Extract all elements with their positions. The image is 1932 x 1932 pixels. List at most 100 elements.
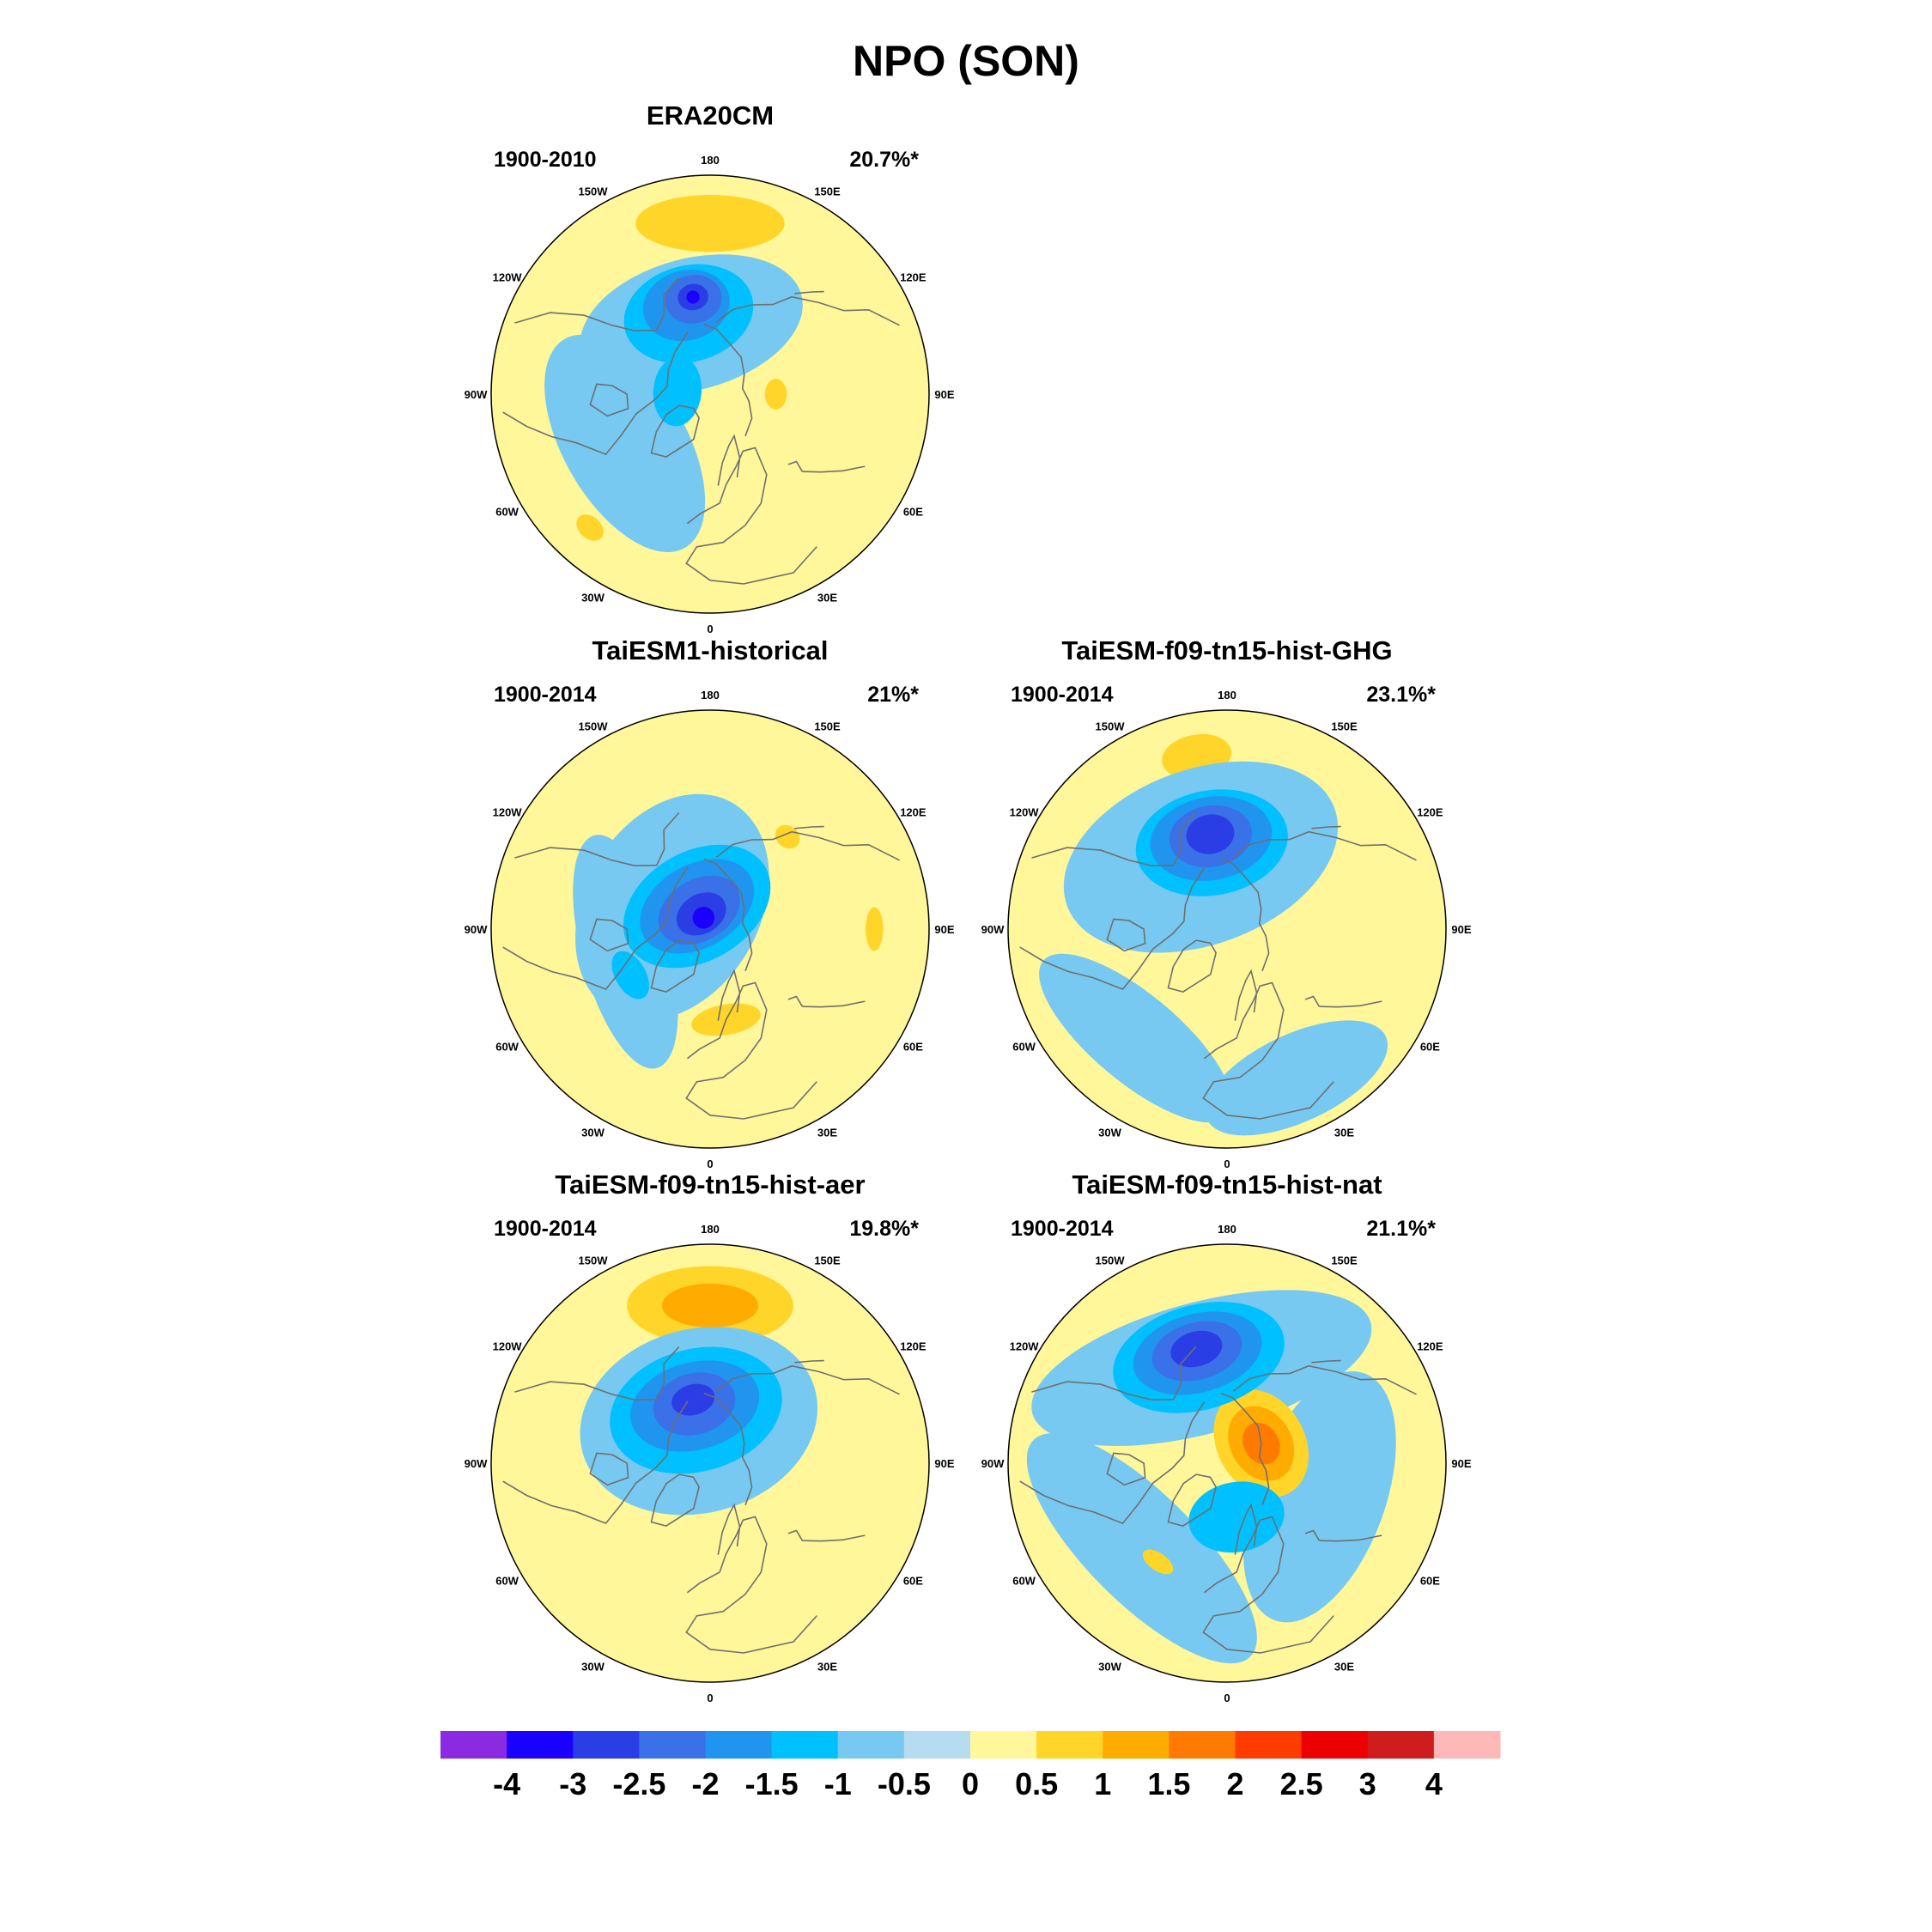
panel-period: 1900-2010: [494, 148, 597, 172]
coastline: [1202, 981, 1334, 1120]
map-border: [1007, 709, 1447, 1149]
colorbar-swatch: [1036, 1731, 1103, 1759]
longitude-label: 60W: [495, 506, 519, 519]
longitude-label: 90E: [934, 1457, 954, 1470]
coastline: [1106, 918, 1146, 952]
coastline: [1167, 1473, 1217, 1527]
longitude-label: 120E: [900, 271, 927, 284]
coastline: [717, 969, 741, 1021]
coastline: [703, 1392, 753, 1506]
longitude-label: 90W: [465, 923, 488, 936]
map-panel-1: ERA20CM 1900-2010 20.7%* 180 150W 150E 120W 120…: [465, 100, 955, 635]
coastline: [1232, 1364, 1417, 1395]
longitude-label: 60W: [495, 1575, 519, 1588]
coastline: [715, 295, 900, 326]
longitude-label: 90W: [981, 1457, 1005, 1470]
panel-period: 1900-2014: [1011, 683, 1114, 707]
longitude-label: 30W: [1098, 1660, 1121, 1673]
coastline: [787, 460, 804, 472]
longitude-label: 90W: [981, 923, 1005, 936]
longitude-label: 120W: [493, 806, 523, 819]
longitude-label: 150E: [814, 720, 841, 733]
coastline: [650, 1473, 700, 1527]
colorbar-label: 1.5: [1147, 1766, 1190, 1801]
coastline: [1319, 1000, 1382, 1008]
figure-title: NPO (SON): [853, 37, 1079, 85]
contour-region: [866, 907, 884, 951]
panel-title: TaiESM1-historical: [592, 635, 828, 665]
coastline: [1202, 1516, 1334, 1654]
longitude-label: 180: [701, 154, 720, 167]
contour-fields: [1026, 1290, 1396, 1664]
contour-region: [1170, 1330, 1223, 1368]
colorbar-swatch: [507, 1731, 574, 1759]
coastline: [650, 404, 700, 458]
contour-region: [692, 906, 715, 929]
contour-region: [1142, 1549, 1174, 1575]
longitude-label: 0: [707, 1692, 713, 1704]
coastline: [1220, 858, 1270, 972]
coastline: [1234, 1503, 1258, 1555]
colorbar-label: 4: [1425, 1766, 1443, 1801]
longitude-label: 60E: [1420, 1575, 1440, 1588]
contour-region: [1039, 953, 1232, 1123]
colorbar-label: 2: [1226, 1766, 1243, 1801]
longitude-label: 60W: [1012, 1041, 1036, 1054]
contour-region: [576, 514, 604, 541]
panel-title: TaiESM-f09-tn15-hist-GHG: [1061, 635, 1392, 665]
coastline: [715, 1364, 900, 1395]
panel-variance: 19.8%*: [849, 1217, 919, 1241]
coastline: [1031, 1346, 1197, 1401]
map-border: [490, 709, 930, 1149]
longitude-label: 180: [1218, 689, 1236, 702]
panel-variance: 20.7%*: [849, 148, 919, 172]
colorbar-swatch: [1103, 1731, 1170, 1759]
coastline: [514, 1346, 680, 1401]
longitude-label: 180: [1218, 1223, 1236, 1236]
colorbar-swatch: [639, 1731, 707, 1759]
longitude-label: 180: [701, 1223, 720, 1236]
longitude-label: 60E: [903, 1575, 923, 1588]
coastlines: [502, 811, 900, 1120]
panels: ERA20CM 1900-2010 20.7%* 180 150W 150E 120W 120…: [465, 100, 1472, 1704]
longitude-label: 30E: [817, 591, 837, 604]
colorbar-label: 3: [1359, 1766, 1376, 1801]
colorbar-label: -4: [493, 1766, 520, 1801]
colorbar-label: -2.5: [612, 1766, 665, 1801]
contour-region: [1186, 814, 1235, 854]
coastline: [787, 995, 804, 1007]
longitude-label: 60W: [495, 1041, 519, 1054]
colorbar-swatch: [970, 1731, 1037, 1759]
coastlines: [502, 276, 900, 585]
colorbar-label: -2: [691, 1766, 719, 1801]
coastline: [514, 276, 680, 332]
longitude-label: 30E: [817, 1660, 837, 1673]
longitude-label: 90E: [1451, 1457, 1471, 1470]
longitude-label: 120E: [900, 806, 927, 819]
coastline: [685, 447, 817, 585]
coastline: [703, 323, 753, 437]
coastline: [787, 1529, 804, 1541]
contour-fields: [544, 194, 803, 552]
colorbar-label: -0.5: [878, 1766, 931, 1801]
contour-region: [544, 334, 706, 552]
colorbar-swatch: [1367, 1731, 1435, 1759]
colorbar-swatch: [1433, 1731, 1501, 1759]
coastline: [794, 290, 824, 295]
panel-title: TaiESM-f09-tn15-hist-nat: [1072, 1170, 1382, 1200]
contour-region: [764, 379, 787, 410]
coastline: [1319, 1534, 1382, 1542]
longitude-label: 30W: [581, 1126, 605, 1139]
longitude-label: 30W: [581, 1660, 605, 1673]
longitude-label: 90W: [465, 388, 488, 401]
coastline: [1167, 939, 1217, 993]
panel-title: TaiESM-f09-tn15-hist-aer: [555, 1170, 865, 1200]
panel-variance: 21.1%*: [1366, 1217, 1436, 1241]
colorbar-label: 1: [1094, 1766, 1111, 1801]
longitude-label: 90E: [934, 388, 954, 401]
coastline: [1234, 969, 1258, 1021]
panel-period: 1900-2014: [494, 683, 597, 707]
coastline: [502, 331, 689, 456]
contour-region: [653, 355, 702, 427]
